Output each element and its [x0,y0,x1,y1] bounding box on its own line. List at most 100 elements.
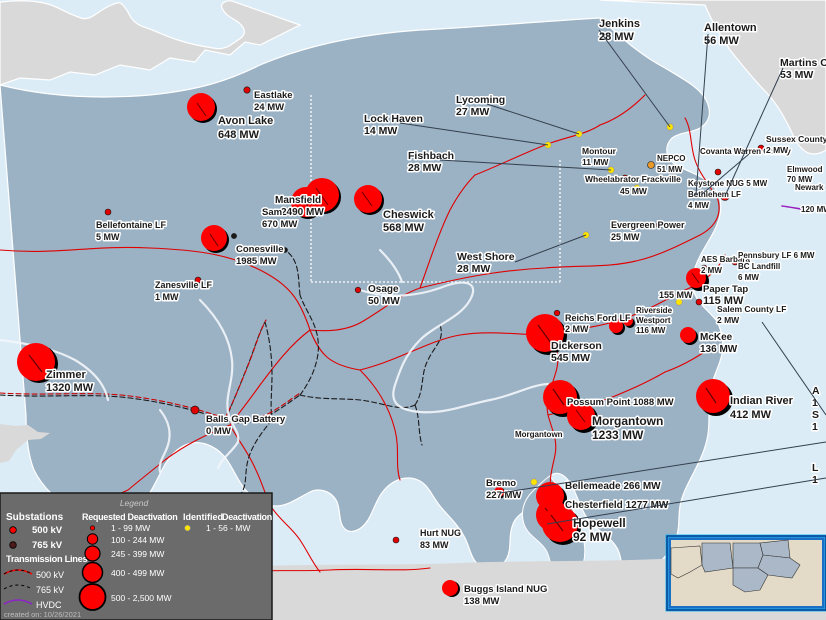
svg-text:Bellefontaine LF: Bellefontaine LF [96,220,167,230]
svg-text:155 MW: 155 MW [659,290,693,300]
svg-text:Hurt NUG: Hurt NUG [420,528,461,538]
svg-text:28 MW: 28 MW [408,162,441,174]
svg-text:A: A [812,385,820,397]
svg-text:50 MW: 50 MW [368,296,400,307]
svg-text:Identified: Identified [183,512,223,522]
svg-text:51 MW: 51 MW [657,165,683,174]
svg-text:Deactivation: Deactivation [222,512,272,522]
svg-text:14 MW: 14 MW [364,125,397,137]
svg-text:Transmission Lines: Transmission Lines [6,554,88,564]
svg-text:136 MW: 136 MW [700,344,738,355]
svg-text:765 kV: 765 kV [32,540,63,551]
svg-text:Cheswick: Cheswick [383,209,435,221]
svg-text:400 - 499 MW: 400 - 499 MW [111,568,164,578]
svg-text:Martins Creek: Martins Creek [780,57,826,69]
svg-text:S: S [812,409,819,421]
svg-text:Chesterfield 1277 MW: Chesterfield 1277 MW [565,500,669,511]
svg-text:Mansfield: Mansfield [275,195,321,206]
svg-text:Avon Lake: Avon Lake [218,115,273,127]
svg-text:11 MW: 11 MW [582,157,609,167]
svg-text:Jenkins: Jenkins [599,18,640,30]
svg-text:245 - 399 MW: 245 - 399 MW [111,549,164,559]
svg-text:Keystone NUG 5 MW: Keystone NUG 5 MW [688,179,768,188]
svg-text:1985 MW: 1985 MW [236,256,277,267]
svg-text:545 MW: 545 MW [551,352,590,364]
svg-text:568 MW: 568 MW [383,222,425,234]
svg-text:Legend: Legend [120,498,149,508]
svg-text:Sam: Sam [262,207,282,218]
svg-text:Morgantown: Morgantown [592,414,663,428]
svg-text:Possum Point 1088 MW: Possum Point 1088 MW [567,397,674,408]
svg-text:West Shore: West Shore [457,251,515,263]
svg-text:670 MW: 670 MW [262,219,297,230]
svg-text:Bellemeade 266 MW: Bellemeade 266 MW [565,481,661,492]
svg-text:Paper Tap: Paper Tap [703,284,748,295]
svg-text:1233 MW: 1233 MW [592,428,644,442]
svg-text:Riverside: Riverside [636,306,673,315]
svg-text:1 - 99 MW: 1 - 99 MW [111,523,150,533]
svg-text:Newark: Newark [795,183,824,192]
svg-text:NEPCO: NEPCO [657,154,685,163]
svg-text:227 MW: 227 MW [486,490,521,501]
svg-text:56 MW: 56 MW [704,35,739,47]
svg-text:Morgantown: Morgantown [515,430,563,439]
svg-text:Zanesville LF: Zanesville LF [155,280,213,290]
svg-text:500 - 2,500 MW: 500 - 2,500 MW [111,593,171,603]
svg-text:765 kV: 765 kV [36,585,64,595]
svg-text:25 MW: 25 MW [611,232,640,242]
svg-text:Osage: Osage [368,284,399,295]
svg-text:Indian River: Indian River [730,395,794,407]
svg-text:4 MW: 4 MW [688,201,709,210]
svg-text:Eastlake: Eastlake [254,90,293,101]
svg-text:1 - 56 - MW: 1 - 56 - MW [206,523,250,533]
svg-text:53 MW: 53 MW [780,69,813,81]
svg-text:Substations: Substations [6,512,64,523]
svg-text:0 MW: 0 MW [206,426,231,437]
svg-text:1320 MW: 1320 MW [46,382,94,394]
svg-text:BC Landfill: BC Landfill [738,262,780,271]
svg-text:HVDC: HVDC [36,600,62,610]
svg-text:Wheelabrator Frackville: Wheelabrator Frackville [585,174,681,184]
svg-text:45 MW: 45 MW [620,186,648,196]
svg-text:648 MW: 648 MW [218,129,260,141]
svg-text:Dickerson: Dickerson [551,340,602,352]
svg-text:27 MW: 27 MW [456,106,489,118]
svg-text:Lycoming: Lycoming [456,94,505,106]
svg-text:5 MW: 5 MW [96,232,120,242]
svg-text:6 MW: 6 MW [738,273,759,282]
svg-text:1: 1 [812,421,818,433]
svg-text:Balls Gap Battery: Balls Gap Battery [206,414,286,425]
svg-text:500 kV: 500 kV [32,525,63,536]
svg-text:created on: 10/26/2021: created on: 10/26/2021 [4,610,81,619]
svg-text:500 kV: 500 kV [36,570,64,580]
svg-text:138 MW: 138 MW [464,596,499,607]
svg-text:Evergreen Power: Evergreen Power [611,220,685,230]
svg-text:28 MW: 28 MW [457,263,490,275]
svg-text:Allentown: Allentown [704,22,757,34]
svg-text:24 MW: 24 MW [254,102,284,113]
svg-text:2 MW: 2 MW [766,145,789,155]
svg-text:Sussex County: Sussex County [766,134,826,144]
svg-text:Elmwood: Elmwood [787,165,823,174]
svg-text:Pennsbury LF 6 MW: Pennsbury LF 6 MW [738,251,815,260]
svg-text:Conesville: Conesville [236,244,284,255]
svg-text:Buggs Island NUG: Buggs Island NUG [464,584,547,595]
svg-text:Bremo: Bremo [486,478,516,489]
svg-text:83 MW: 83 MW [420,540,449,550]
svg-text:2 MW: 2 MW [717,315,740,325]
svg-text:Requested Deactivation: Requested Deactivation [82,512,177,522]
svg-text:2 MW: 2 MW [701,266,722,275]
svg-text:100 - 244 MW: 100 - 244 MW [111,535,164,545]
svg-text:Zimmer: Zimmer [46,369,86,381]
svg-text:Westport: Westport [636,316,671,325]
svg-text:L: L [812,462,819,474]
svg-text:2 MW: 2 MW [565,324,589,334]
svg-text:1 MW: 1 MW [155,292,179,302]
svg-text:2490 MW: 2490 MW [281,207,324,218]
svg-text:McKee: McKee [700,332,733,343]
svg-text:120 MW: 120 MW [801,205,826,214]
svg-text:Montour: Montour [582,146,617,156]
svg-text:Lock Haven: Lock Haven [364,113,423,125]
svg-text:Reichs Ford LF: Reichs Ford LF [565,313,631,323]
svg-text:412 MW: 412 MW [730,409,772,421]
